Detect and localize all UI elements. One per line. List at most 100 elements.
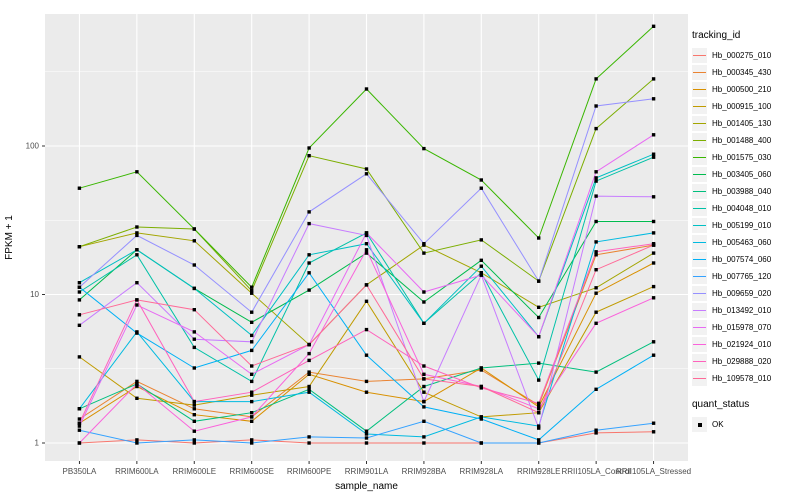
- data-point: [537, 403, 541, 407]
- legend-line-swatch: [692, 286, 707, 301]
- legend-item-Hb_000500_210: Hb_000500_210: [692, 81, 798, 98]
- x-tick-label: RRIM600LA: [115, 467, 159, 476]
- legend-line-swatch: [692, 184, 707, 199]
- legend-line-swatch: [692, 303, 707, 318]
- data-point: [364, 432, 369, 436]
- legend-title-quant-status: quant_status: [692, 399, 750, 410]
- data-point: [479, 273, 483, 277]
- data-point: [307, 390, 311, 394]
- data-point: [537, 335, 541, 339]
- data-point: [77, 313, 82, 317]
- data-point: [364, 172, 369, 176]
- data-point: [651, 251, 656, 255]
- data-point: [364, 167, 369, 171]
- legend-label: Hb_000500_210: [712, 85, 772, 94]
- data-point: [135, 231, 139, 235]
- data-point: [479, 384, 483, 389]
- data-point: [250, 291, 254, 295]
- legend-item-Hb_021924_010: Hb_021924_010: [692, 336, 798, 353]
- legend-label: Hb_005463_060: [712, 238, 772, 247]
- y-tick-label: 100: [26, 142, 40, 151]
- data-point: [651, 195, 656, 199]
- data-point: [537, 441, 541, 445]
- legend-item-Hb_005199_010: Hb_005199_010: [692, 217, 798, 234]
- legend-line-swatch: [692, 371, 707, 386]
- x-tick-label: PB350LA: [63, 467, 97, 476]
- line-swatch-icon: [693, 360, 706, 362]
- data-point: [651, 296, 656, 300]
- line-swatch-icon: [693, 139, 706, 141]
- data-point: [479, 258, 483, 262]
- data-point: [422, 390, 426, 394]
- data-point: [135, 382, 139, 386]
- data-point: [250, 438, 254, 442]
- data-point: [135, 331, 139, 335]
- data-point: [594, 176, 598, 180]
- data-point: [307, 154, 311, 158]
- data-point: [192, 441, 196, 445]
- data-point: [364, 87, 369, 91]
- data-point: [307, 342, 311, 347]
- data-point: [307, 384, 311, 389]
- data-point: [250, 393, 254, 397]
- data-point: [77, 421, 82, 425]
- legend-label: Hb_021924_010: [712, 340, 772, 349]
- data-point: [364, 353, 369, 357]
- data-point: [422, 435, 426, 439]
- line-swatch-icon: [693, 241, 706, 243]
- data-point: [594, 428, 598, 432]
- legend-line-swatch: [692, 65, 707, 80]
- data-point: [479, 186, 483, 190]
- data-point: [192, 345, 196, 350]
- x-axis: PB350LA RRIM600LA RRIM600LE RRIM600SE RRIM60…: [63, 461, 691, 476]
- legend-item-Hb_015978_070: Hb_015978_070: [692, 319, 798, 336]
- data-point: [364, 379, 369, 384]
- data-point: [479, 271, 483, 275]
- data-point: [479, 415, 483, 419]
- data-point: [250, 411, 254, 415]
- data-point: [651, 284, 656, 289]
- legend-line-swatch: [692, 133, 707, 148]
- data-point: [77, 441, 82, 445]
- data-point: [594, 370, 598, 374]
- legend-label: Hb_001405_130: [712, 119, 772, 128]
- data-point: [422, 377, 426, 381]
- line-swatch-icon: [693, 71, 706, 73]
- data-point: [651, 24, 656, 28]
- legend-label: Hb_007765_120: [712, 272, 772, 281]
- data-point: [479, 441, 483, 445]
- data-point: [135, 281, 139, 285]
- data-point: [479, 366, 483, 370]
- line-swatch-icon: [693, 292, 706, 294]
- data-point: [594, 179, 598, 183]
- legend-item-Hb_005463_060: Hb_005463_060: [692, 234, 798, 251]
- legend-line-swatch: [692, 269, 707, 284]
- data-point: [77, 186, 82, 190]
- data-point: [192, 330, 196, 334]
- line-swatch-icon: [693, 54, 706, 56]
- data-point: [77, 290, 82, 294]
- data-point: [192, 438, 196, 442]
- data-point: [192, 413, 196, 417]
- legend-line-swatch: [692, 235, 707, 250]
- data-point: [250, 333, 254, 338]
- data-point: [135, 438, 139, 442]
- line-swatch-icon: [693, 309, 706, 311]
- line-swatch-icon: [693, 224, 706, 226]
- data-point: [594, 321, 598, 325]
- legend-item-Hb_003405_060: Hb_003405_060: [692, 166, 798, 183]
- data-point: [537, 401, 541, 405]
- legend-line-swatch: [692, 201, 707, 216]
- line-swatch-icon: [693, 88, 706, 90]
- data-point: [537, 378, 541, 382]
- data-point: [651, 261, 656, 265]
- legend-line-swatch: [692, 218, 707, 233]
- data-point: [77, 323, 82, 327]
- data-point: [192, 407, 196, 411]
- data-point: [250, 379, 254, 384]
- x-tick-label: RRIM928LE: [517, 467, 561, 476]
- data-point: [307, 261, 311, 265]
- data-point: [250, 310, 254, 314]
- legend-label: Hb_009659_020: [712, 289, 772, 298]
